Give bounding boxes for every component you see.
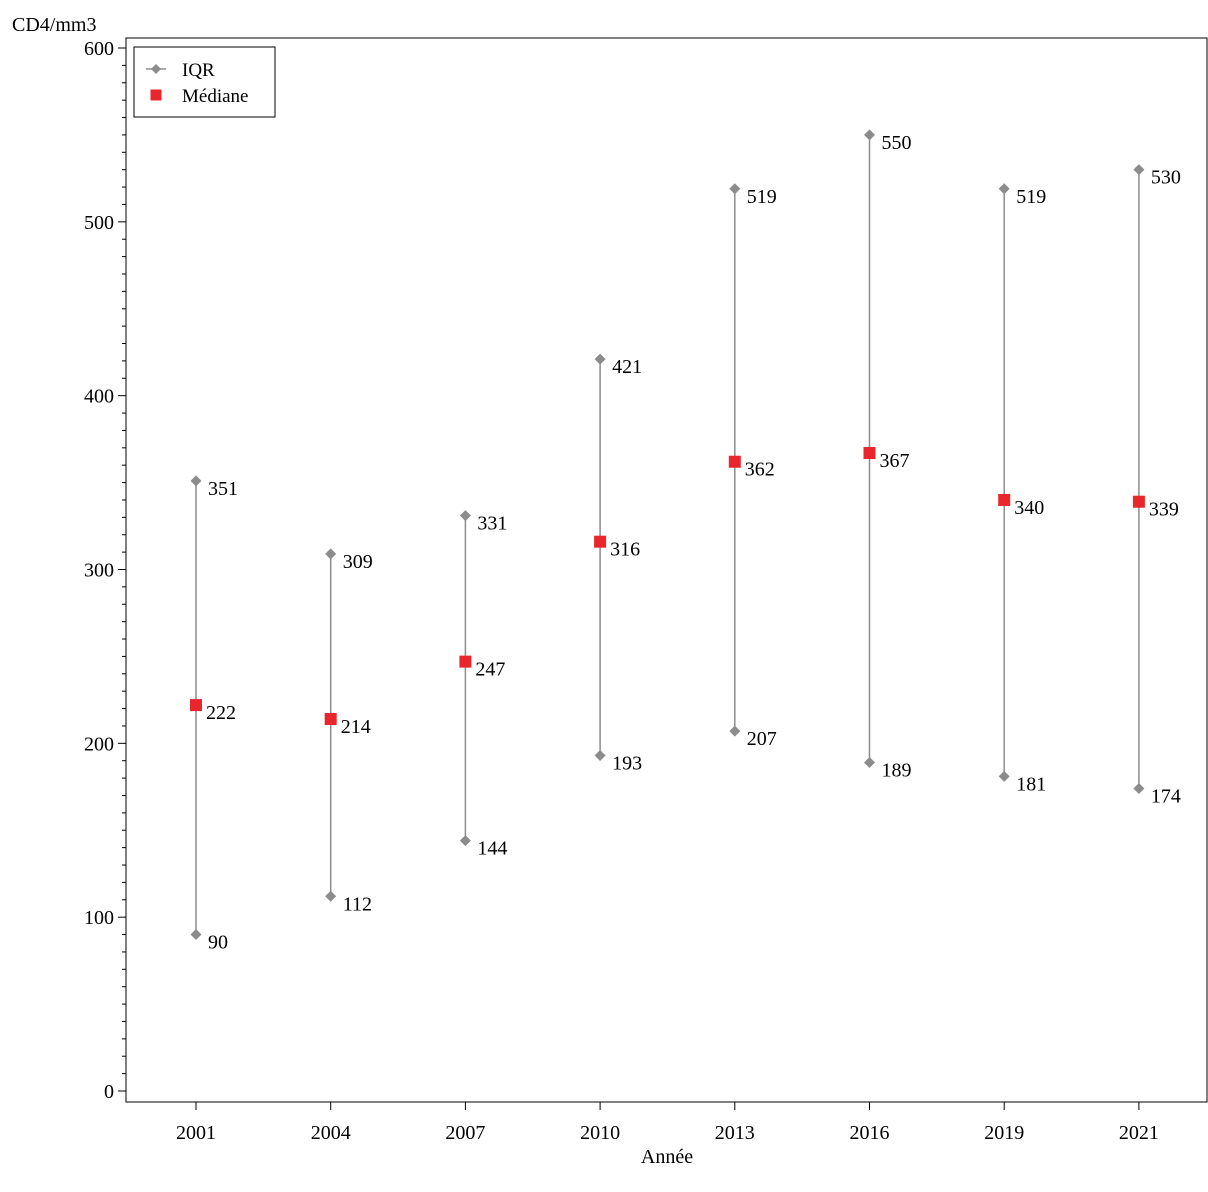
q1-data-label: 144 — [477, 838, 507, 860]
q3-data-label: 519 — [1016, 186, 1046, 208]
median-data-label: 362 — [745, 459, 775, 481]
iqr-q1-point — [190, 929, 202, 941]
q3-data-label: 351 — [208, 478, 238, 500]
q3-data-label: 331 — [477, 513, 507, 535]
iqr-q1-point — [864, 756, 875, 768]
q1-data-label: 174 — [1151, 786, 1181, 808]
median-point — [594, 535, 607, 548]
q1-data-label: 90 — [208, 932, 228, 954]
iqr-q3-point — [594, 353, 606, 365]
q3-data-label: 550 — [882, 132, 912, 154]
median-data-label: 316 — [610, 539, 640, 561]
median-point — [863, 447, 876, 460]
y-tick-label: 0 — [104, 1081, 114, 1103]
x-tick-label: 2010 — [580, 1122, 620, 1144]
q3-data-label: 519 — [747, 186, 777, 208]
x-tick-label: 2021 — [1119, 1122, 1159, 1144]
iqr-q1-point — [998, 770, 1010, 782]
legend-iqr-marker — [151, 64, 161, 74]
iqr-q1-point — [1133, 783, 1145, 795]
axes: 0 100 200 300 400 500 600 2001 2004 2007 2010 2013 2… — [84, 37, 1208, 1144]
iqr-q3-point — [729, 183, 741, 195]
q1-data-label: 112 — [343, 893, 372, 915]
iqr-q1-point — [729, 725, 741, 737]
x-tick-label: 2007 — [445, 1122, 485, 1144]
iqr-q3-point — [1133, 164, 1145, 176]
q1-data-label: 193 — [612, 753, 642, 775]
median-point — [728, 455, 741, 468]
y-tick-label: 100 — [84, 907, 114, 929]
q3-data-label: 309 — [343, 551, 373, 573]
median-data-label: 367 — [880, 450, 910, 472]
median-data-label: 339 — [1149, 499, 1179, 521]
median-data-label: 247 — [475, 659, 505, 681]
median-point — [324, 712, 337, 725]
q3-data-label: 421 — [612, 356, 642, 378]
y-tick-label: 600 — [84, 38, 114, 60]
x-tick-label: 2013 — [715, 1122, 755, 1144]
iqr-q1-point — [459, 835, 471, 847]
median-data-label: 340 — [1014, 497, 1044, 519]
x-tick-label: 2019 — [984, 1122, 1024, 1144]
x-axis-title: Année — [641, 1146, 693, 1168]
median-data-label: 214 — [341, 716, 371, 738]
y-tick-label: 500 — [84, 212, 114, 234]
legend: IQR Médiane — [133, 46, 276, 118]
median-point — [459, 655, 472, 668]
iqr-q3-point — [325, 548, 337, 560]
y-tick-label: 300 — [84, 560, 114, 582]
y-tick-label: 400 — [84, 386, 114, 408]
y-tick-label: 200 — [84, 733, 114, 755]
iqr-q3-point — [998, 183, 1010, 195]
q1-data-label: 181 — [1016, 773, 1046, 795]
q1-data-label: 189 — [882, 759, 912, 781]
iqr-q1-point — [325, 890, 337, 902]
chart-marks: 351 90 222 309 112 214 331 144 247 421 193 316 519 20… — [190, 129, 1181, 954]
iqr-q3-point — [190, 475, 202, 487]
x-tick-label: 2004 — [311, 1122, 351, 1144]
legend-iqr-label: IQR — [182, 60, 215, 81]
legend-median-marker — [150, 89, 162, 101]
q3-data-label: 530 — [1151, 167, 1181, 189]
legend-box — [133, 46, 276, 118]
legend-median-label: Médiane — [182, 86, 248, 107]
x-tick-label: 2016 — [850, 1122, 890, 1144]
y-axis-title: CD4/mm3 — [12, 14, 96, 36]
iqr-q3-point — [864, 129, 875, 141]
q1-data-label: 207 — [747, 728, 777, 750]
iqr-q3-point — [459, 510, 471, 522]
iqr-q1-point — [594, 750, 606, 762]
x-tick-label: 2001 — [176, 1122, 216, 1144]
median-point — [1132, 495, 1145, 508]
median-data-label: 222 — [206, 702, 236, 724]
median-point — [190, 699, 202, 712]
median-point — [998, 493, 1011, 506]
